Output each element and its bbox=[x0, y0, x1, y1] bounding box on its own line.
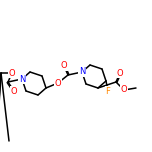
Text: F: F bbox=[105, 86, 111, 95]
Text: O: O bbox=[11, 86, 17, 95]
Text: N: N bbox=[19, 74, 25, 83]
Text: N: N bbox=[79, 67, 85, 76]
Text: O: O bbox=[55, 78, 61, 88]
Text: O: O bbox=[9, 69, 15, 78]
Text: O: O bbox=[117, 69, 123, 78]
Text: O: O bbox=[61, 62, 67, 71]
Text: O: O bbox=[121, 85, 127, 95]
